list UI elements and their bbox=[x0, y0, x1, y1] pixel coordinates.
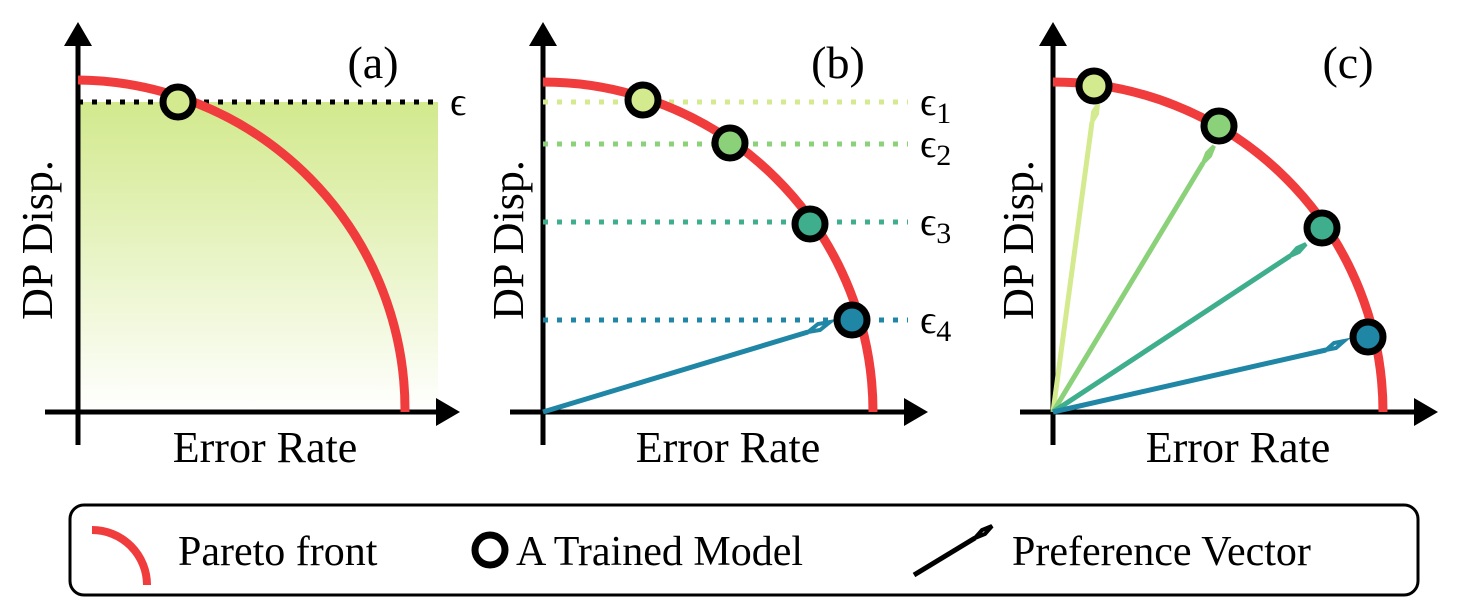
x-axis-label: Error Rate bbox=[1146, 423, 1330, 472]
legend-label-pareto: Pareto front bbox=[178, 529, 378, 575]
preference-vector-head-3 bbox=[1288, 242, 1308, 258]
panel-a: DP Disp. Error Rate (a) ϵ bbox=[13, 22, 466, 472]
pareto-front-icon bbox=[91, 526, 151, 586]
trained-model-1 bbox=[624, 81, 662, 119]
y-axis-label: DP Disp. bbox=[484, 160, 533, 320]
feasible-region bbox=[78, 102, 438, 412]
pareto-front bbox=[77, 75, 410, 413]
preference-vector-head-2 bbox=[1201, 144, 1216, 165]
legend: Pareto front A Trained Model Preference … bbox=[68, 503, 1420, 597]
preference-vector-line-2 bbox=[1050, 161, 1206, 414]
epsilon-label-3: ϵ3 bbox=[920, 199, 951, 250]
legend-box bbox=[68, 503, 1420, 597]
x-axis-arrow bbox=[436, 398, 460, 426]
epsilon-label-4: ϵ4 bbox=[920, 297, 951, 348]
trained-model-2 bbox=[1200, 107, 1238, 145]
pareto-front bbox=[542, 77, 878, 413]
trained-model-4 bbox=[1349, 318, 1387, 356]
preference-vector-head-4 bbox=[1319, 337, 1351, 354]
preference-vector-line-1 bbox=[1050, 121, 1095, 413]
x-axis-arrow bbox=[1414, 398, 1438, 426]
preference-vector-line bbox=[542, 329, 809, 415]
preference-vector-line-3 bbox=[1051, 253, 1292, 415]
trained-model-3 bbox=[1303, 209, 1341, 247]
preference-vector-icon bbox=[912, 535, 977, 578]
trained-model bbox=[159, 83, 197, 121]
y-axis-arrow bbox=[529, 22, 557, 46]
preference-vector-head-1 bbox=[1090, 102, 1100, 124]
x-axis-label: Error Rate bbox=[636, 423, 820, 472]
y-axis-label: DP Disp. bbox=[13, 160, 62, 320]
y-axis-arrow bbox=[64, 22, 92, 46]
preference-vector-head bbox=[800, 318, 838, 336]
y-axis-arrow bbox=[1039, 22, 1067, 46]
preference-vector-icon-head bbox=[973, 524, 994, 540]
panel-tag: (a) bbox=[347, 37, 398, 88]
epsilon-label-2: ϵ2 bbox=[920, 121, 951, 172]
trained-model-3 bbox=[791, 205, 829, 243]
legend-label-model: A Trained Model bbox=[516, 529, 803, 575]
epsilon-label-1: ϵ1 bbox=[920, 79, 951, 130]
trained-model-icon bbox=[471, 531, 509, 569]
panel-tag: (c) bbox=[1322, 37, 1373, 88]
trained-model-2 bbox=[711, 124, 749, 162]
panel-b: DP Disp. Error Rate (b) ϵ1 ϵ2 ϵ3 ϵ4 bbox=[484, 22, 951, 472]
x-axis-arrow bbox=[904, 398, 928, 426]
x-axis-label: Error Rate bbox=[173, 423, 357, 472]
panel-c: DP Disp. Error Rate (c) bbox=[994, 22, 1438, 472]
preference-vector-line-4 bbox=[1052, 347, 1327, 415]
y-axis-label: DP Disp. bbox=[994, 160, 1043, 320]
trained-model-1 bbox=[1075, 67, 1113, 105]
epsilon-label: ϵ bbox=[450, 79, 466, 124]
legend-label-preference: Preference Vector bbox=[1012, 529, 1311, 575]
panel-tag: (b) bbox=[811, 37, 865, 88]
trained-model-4 bbox=[833, 301, 871, 339]
